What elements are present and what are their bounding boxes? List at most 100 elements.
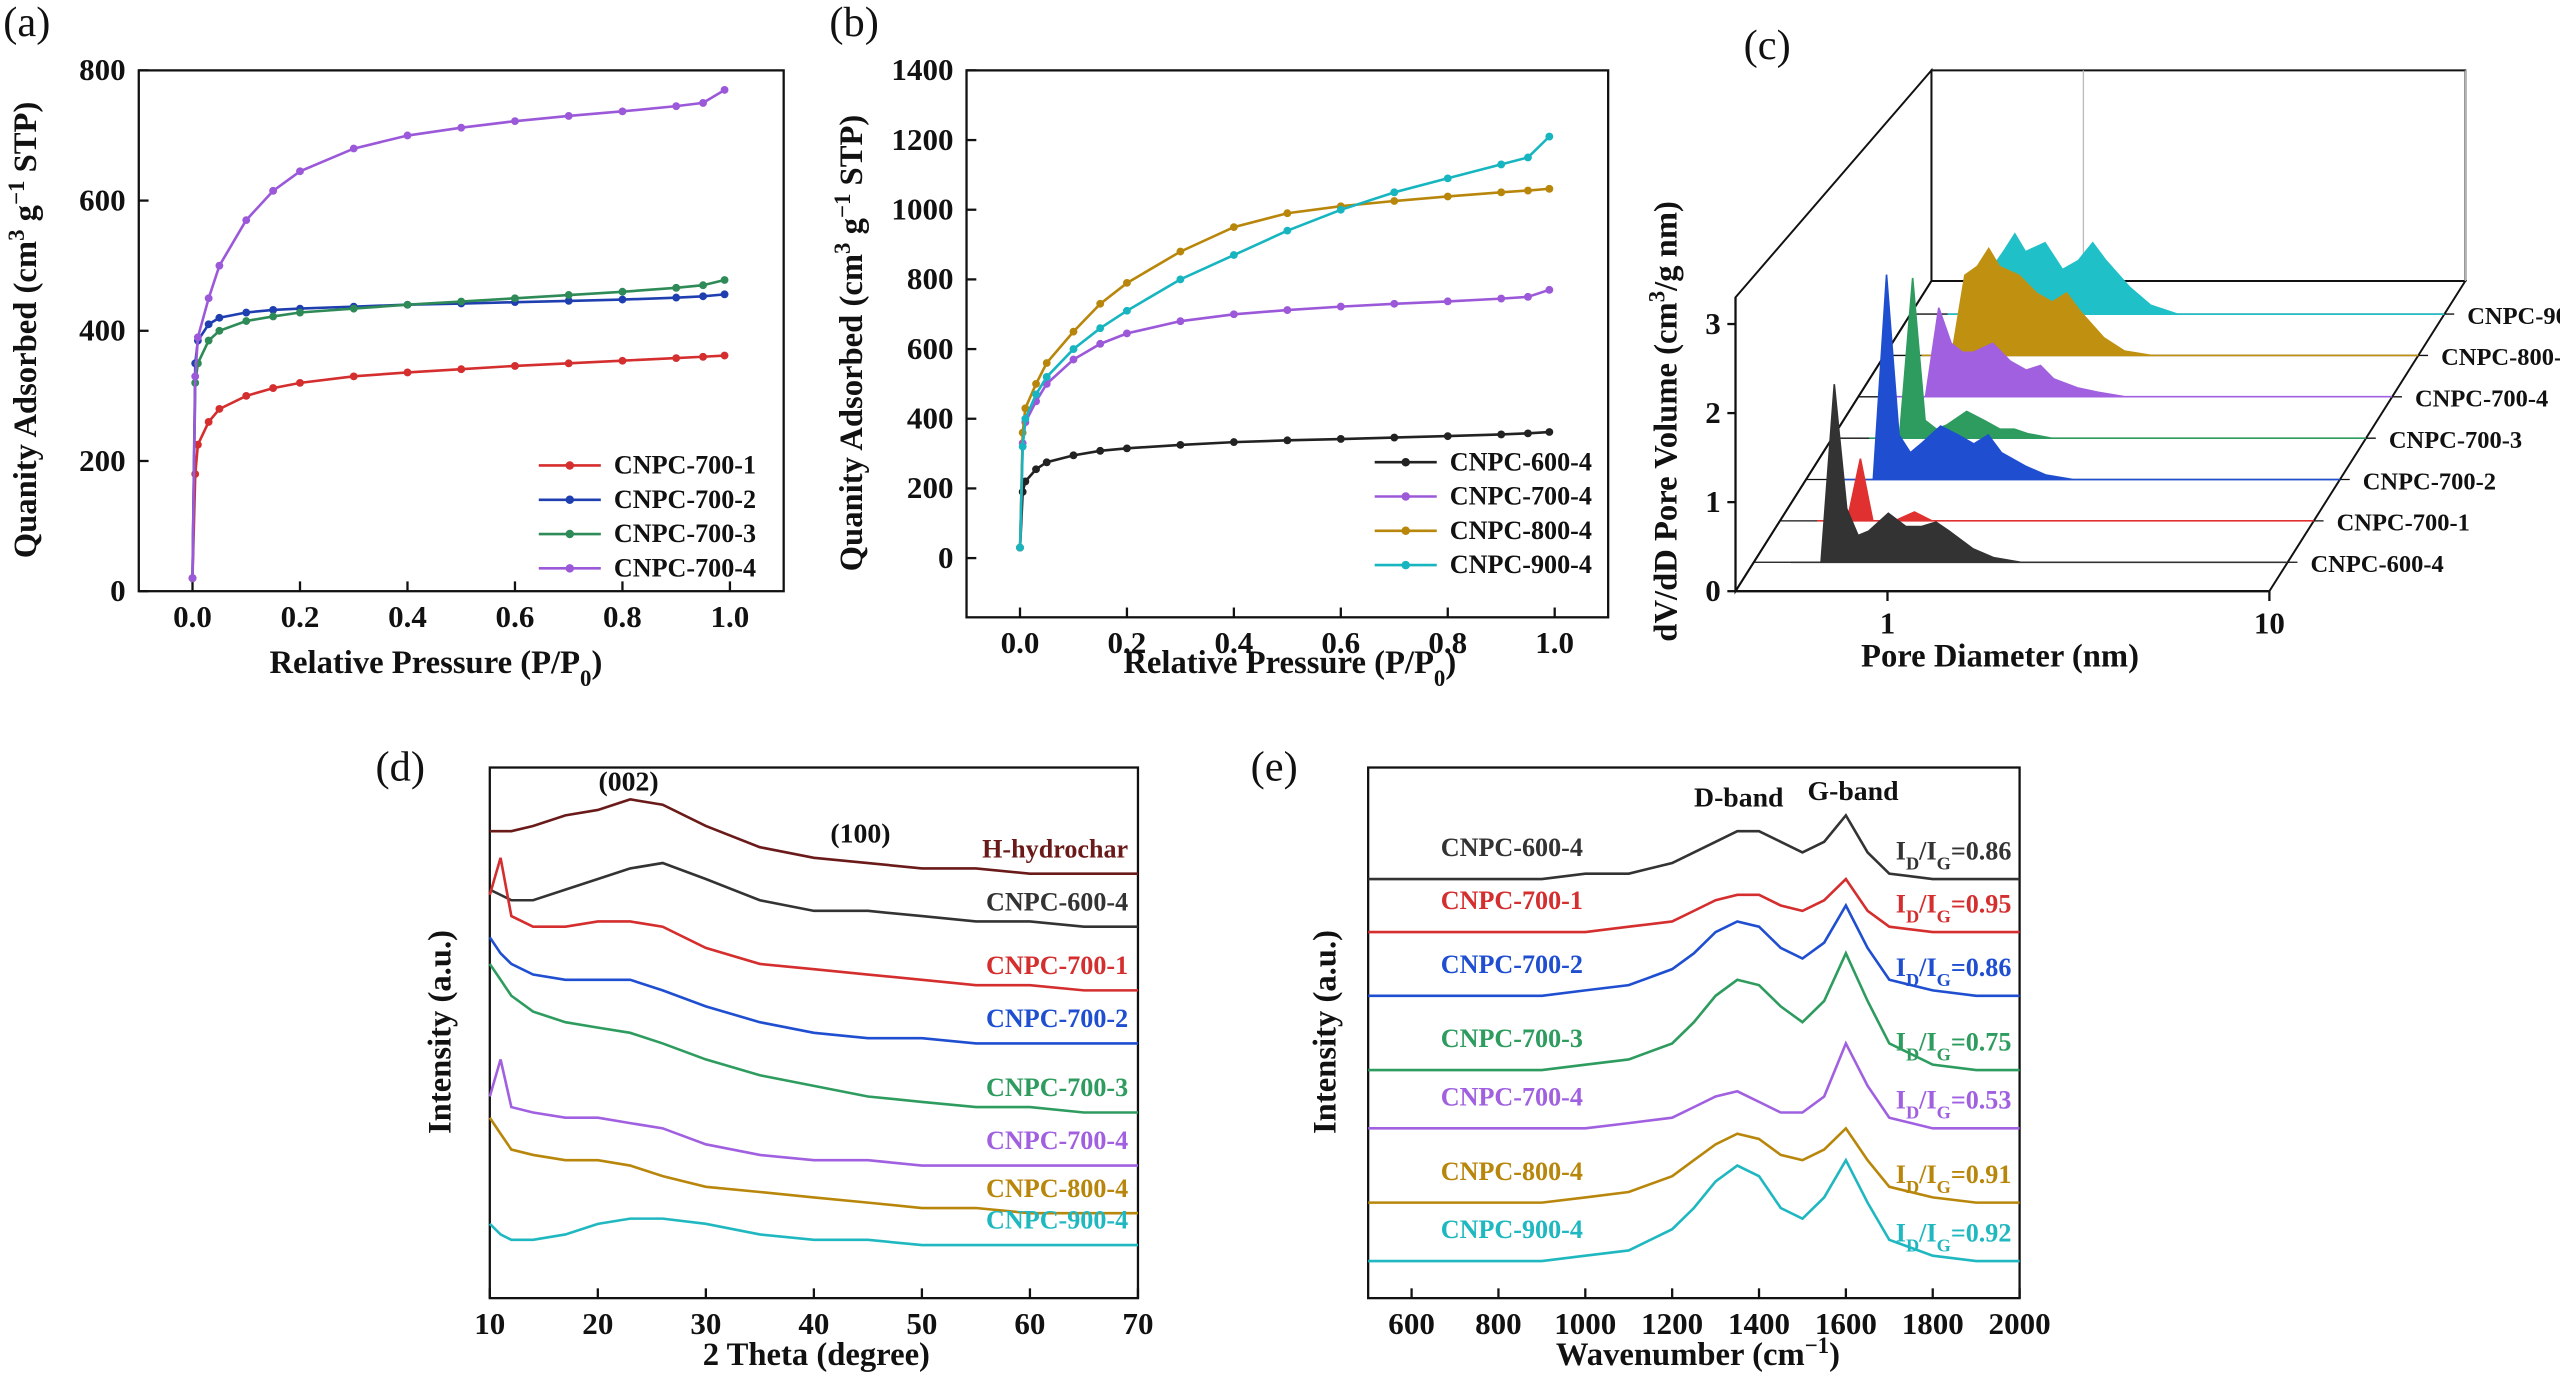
x-tick-label: 0.2 <box>281 599 320 634</box>
point <box>1042 359 1051 367</box>
ratio-label-part: = <box>1951 889 1966 918</box>
point <box>242 317 251 325</box>
x-tick-label: 1 <box>1880 606 1896 641</box>
series-label: CNPC-700-3 <box>986 1073 1128 1102</box>
ratio-value: 0.92 <box>1966 1218 2012 1247</box>
series-line <box>488 857 1138 992</box>
x-tick-label: 10 <box>2254 606 2285 641</box>
ratio-label-part: I <box>1896 1218 1906 1247</box>
x-tick-label: 50 <box>906 1306 937 1341</box>
panel-label: (c) <box>1744 22 1791 69</box>
point <box>1497 160 1506 169</box>
point <box>269 384 278 392</box>
x-axis-label-part: ) <box>1829 1337 1840 1373</box>
y-axis-label: Intensity (a.u.) <box>1308 930 1344 1134</box>
point <box>242 391 251 400</box>
ratio-label: ID/IG=0.53 <box>1896 1086 2012 1123</box>
y-axis-label-part: Quanity Adsorbed (cm <box>834 254 870 571</box>
ratio-label-part: D <box>1906 1044 1919 1064</box>
point <box>699 281 707 290</box>
point <box>618 356 627 365</box>
point <box>1016 543 1024 552</box>
point <box>511 362 519 370</box>
series-label: CNPC-700-4 <box>1441 1082 1583 1111</box>
point <box>564 291 573 299</box>
series-line <box>1368 1126 2020 1204</box>
series-area <box>1816 458 2314 522</box>
series-label: CNPC-700-4 <box>986 1126 1128 1155</box>
ratio-label-part: I <box>1896 1086 1906 1115</box>
point <box>1524 429 1532 438</box>
point <box>349 372 358 381</box>
ratio-label-part: = <box>1951 953 1966 982</box>
y-axis-label-part: dV/dD Pore Volume (cm <box>1649 302 1685 641</box>
x-tick-label: 0.6 <box>496 599 535 634</box>
point <box>1042 373 1051 381</box>
y-tick-label: 400 <box>79 313 126 348</box>
point <box>1443 192 1452 201</box>
point <box>1021 414 1030 423</box>
ratio-label-part: I <box>1896 1160 1906 1189</box>
series-label: CNPC-700-3 <box>1441 1024 1583 1053</box>
point <box>457 365 466 374</box>
point <box>1545 285 1554 294</box>
point <box>204 320 213 329</box>
point <box>193 333 202 342</box>
ratio-label-part: I <box>1896 1027 1906 1056</box>
point <box>1096 339 1105 348</box>
annotation: G-band <box>1808 776 1900 807</box>
y-tick-label: 0 <box>110 573 126 608</box>
point <box>1042 458 1051 467</box>
series-line <box>488 1059 1138 1167</box>
ratio-label-part: /I <box>1918 1218 1936 1247</box>
y-tick-label: 1000 <box>891 192 953 227</box>
y-tick-label: 200 <box>79 443 126 478</box>
legend-marker <box>565 461 575 470</box>
point <box>215 326 224 335</box>
x-tick-label: 1.0 <box>711 599 750 634</box>
plot-frame <box>1367 766 2021 1300</box>
point <box>720 351 729 360</box>
point <box>1497 188 1506 197</box>
legend-label: CNPC-700-3 <box>614 519 756 548</box>
point <box>1283 226 1292 235</box>
x-tick-label: 1400 <box>1728 1306 1790 1341</box>
legend-label: CNPC-700-2 <box>614 485 756 514</box>
ratio-label-part: D <box>1906 1103 1919 1123</box>
x-tick-label: 1800 <box>1902 1306 1964 1341</box>
ratio-label-part: G <box>1937 970 1951 990</box>
panel-label: (a) <box>3 0 50 46</box>
series-label: CNPC-600-4 <box>1441 833 1583 862</box>
y-tick-label: 200 <box>907 470 954 505</box>
series-label: H-hydrochar <box>982 834 1128 863</box>
x-axis-label-part: Wavenumber (cm <box>1556 1337 1805 1373</box>
x-tick-label: 0.8 <box>1428 625 1467 660</box>
series-label: CNPC-700-1 <box>2337 510 2470 537</box>
x-axis-label-part: −1 <box>1805 1333 1829 1358</box>
annotation: D-band <box>1694 783 1784 814</box>
point <box>1176 247 1185 256</box>
point <box>564 359 573 368</box>
point <box>720 290 729 299</box>
ratio-label: ID/IG=0.86 <box>1896 953 2012 990</box>
legend-label: CNPC-800-4 <box>1450 516 1592 545</box>
ratio-label-part: = <box>1951 1160 1966 1189</box>
legend-label: CNPC-700-4 <box>1450 482 1592 511</box>
point <box>1524 186 1532 195</box>
series-label: CNPC-700-2 <box>986 1004 1128 1033</box>
point <box>215 261 224 270</box>
annotation: (100) <box>830 819 890 850</box>
legend-label: CNPC-700-4 <box>614 553 756 582</box>
point <box>1176 317 1185 326</box>
ratio-label-part: D <box>1906 970 1919 990</box>
legend-marker <box>1401 492 1410 501</box>
series-area <box>1921 246 2419 357</box>
ratio-label-part: /I <box>1918 953 1936 982</box>
panel-label: (e) <box>1251 744 1298 791</box>
series-line <box>1368 902 2020 998</box>
ratio-label-part: /I <box>1918 889 1936 918</box>
point <box>403 131 412 140</box>
point <box>1443 432 1452 441</box>
x-axis-label: Wavenumber (cm−1) <box>1556 1333 1840 1374</box>
series-label: CNPC-700-1 <box>986 951 1128 980</box>
